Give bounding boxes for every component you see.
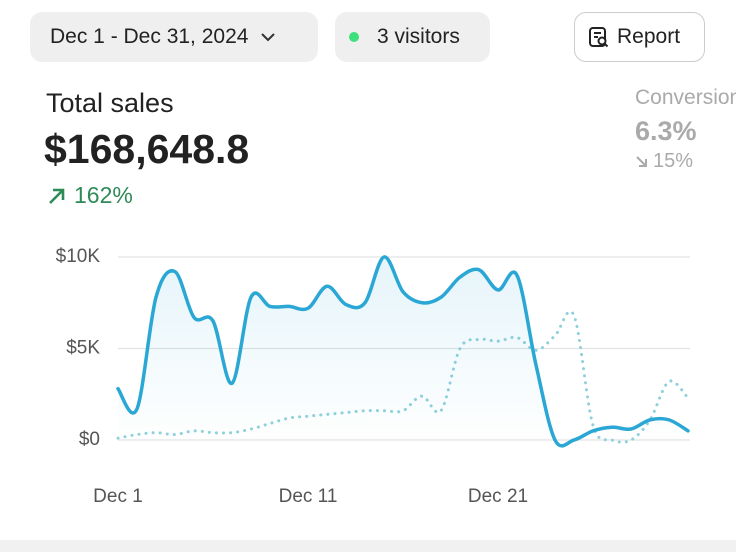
live-dot xyxy=(349,32,359,42)
report-icon xyxy=(589,27,609,48)
report-label: Report xyxy=(617,25,681,48)
secondary-label: Conversion xyxy=(635,86,736,109)
metric-label: Total sales xyxy=(46,88,174,118)
x-tick-label: Dec 1 xyxy=(93,486,143,507)
visitors: 3 visitors xyxy=(377,25,460,48)
secondary-change-value: 15% xyxy=(653,150,694,172)
metric-change: 162% xyxy=(46,182,133,209)
area xyxy=(118,256,688,446)
y-tick-label: $5K xyxy=(66,338,100,359)
change-value: 162% xyxy=(74,182,133,208)
x-tick-label: Dec 11 xyxy=(279,486,338,507)
secondary-change: 15% xyxy=(635,150,693,173)
chevron xyxy=(261,33,276,42)
bottom-bar xyxy=(0,540,736,552)
date-range: Dec 1 - Dec 31, 2024 xyxy=(50,25,249,48)
secondary-value: 6.3% xyxy=(635,116,697,146)
line xyxy=(116,255,690,448)
y-tick-label: $0 xyxy=(79,429,100,450)
chart: $0 $5K $10K Dec 1 Dec 11 Dec 21 xyxy=(56,246,690,507)
visitors-pill[interactable]: 3 visitors xyxy=(335,12,490,62)
report-button[interactable]: Report xyxy=(574,12,705,62)
date-picker[interactable]: Dec 1 - Dec 31, 2024 xyxy=(30,12,318,62)
y-tick-label: $10K xyxy=(56,246,101,267)
x-tick-label: Dec 21 xyxy=(468,486,528,507)
up-arrow xyxy=(49,188,65,204)
metric-value: $168,648.8 xyxy=(44,126,250,172)
down-arrow xyxy=(636,155,647,167)
